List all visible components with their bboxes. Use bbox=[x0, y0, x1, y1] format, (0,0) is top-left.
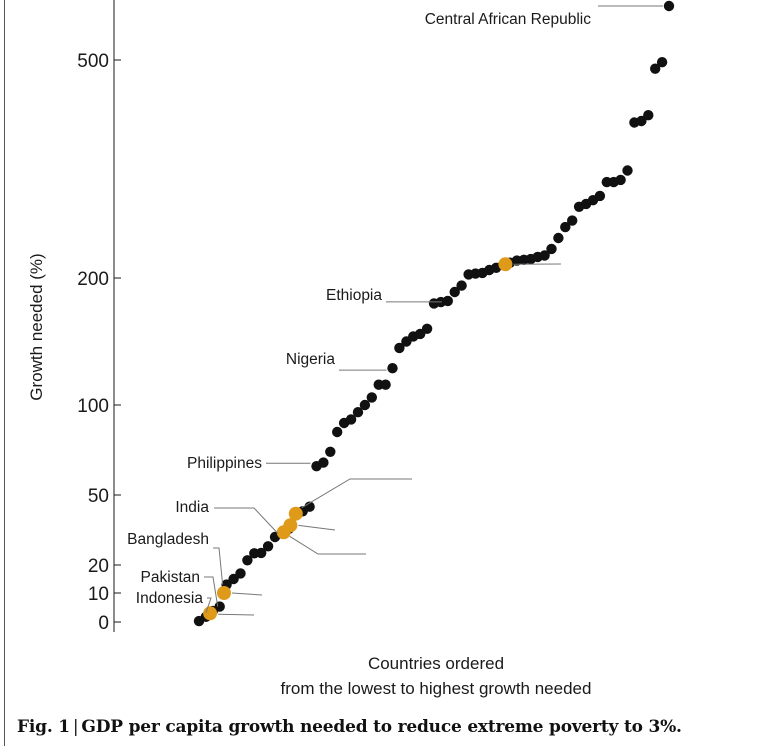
annotation-leader bbox=[204, 576, 219, 607]
annotation-label: India bbox=[175, 499, 209, 516]
region-point bbox=[217, 586, 231, 600]
figure-caption: Fig. 1 | GDP per capita growth needed to r… bbox=[17, 717, 682, 737]
country-point bbox=[622, 165, 633, 176]
country-point bbox=[650, 63, 661, 74]
country-point bbox=[449, 286, 460, 298]
country-point bbox=[421, 323, 433, 334]
country-point bbox=[345, 414, 357, 425]
country-point bbox=[387, 363, 398, 374]
annotation-label: Pakistan bbox=[141, 569, 200, 586]
country-point bbox=[442, 295, 453, 307]
annotation-labels: Central African Republic Ethiopia Nigeria P… bbox=[127, 11, 591, 607]
country-point bbox=[235, 568, 246, 579]
y-tick-label: 500 bbox=[77, 51, 109, 72]
country-point bbox=[539, 250, 550, 261]
region-point bbox=[498, 257, 513, 272]
country-point bbox=[656, 57, 668, 68]
country-point bbox=[643, 110, 654, 121]
country-point bbox=[663, 0, 675, 12]
caption-separator: | bbox=[72, 717, 79, 737]
region-point bbox=[203, 606, 218, 621]
country-point bbox=[366, 392, 377, 403]
annotation-lines bbox=[204, 5, 663, 616]
y-tick-label: 10 bbox=[88, 584, 109, 605]
country-point bbox=[553, 232, 564, 244]
annotation-leader bbox=[298, 524, 336, 531]
annotation-label: Philippines bbox=[187, 455, 262, 472]
country-point bbox=[546, 243, 557, 255]
country-point bbox=[242, 555, 253, 566]
y-tick-label: 50 bbox=[88, 486, 109, 507]
country-point bbox=[262, 541, 274, 552]
country-point bbox=[560, 221, 571, 233]
country-point bbox=[380, 379, 391, 390]
country-point bbox=[456, 280, 467, 291]
country-point bbox=[332, 426, 343, 438]
annotation-leader bbox=[205, 597, 212, 613]
country-point bbox=[359, 399, 371, 411]
figure-number: Fig. 1 bbox=[17, 717, 70, 737]
y-tick-label: 20 bbox=[88, 556, 109, 577]
country-point bbox=[636, 115, 647, 127]
country-point bbox=[394, 342, 405, 354]
y-tick-label: 200 bbox=[77, 269, 109, 290]
y-tick-label: 100 bbox=[77, 396, 109, 417]
country-point bbox=[228, 573, 239, 585]
country-point bbox=[594, 190, 606, 202]
country-point bbox=[318, 457, 329, 468]
left-rule bbox=[4, 0, 5, 746]
annotation-label: Ethiopia bbox=[326, 287, 382, 304]
caption-text: GDP per capita growth needed to reduce e… bbox=[81, 717, 682, 737]
x-axis-label-line-1: Countries ordered bbox=[368, 654, 504, 673]
annotation-leader bbox=[213, 547, 224, 585]
y-axis: 0 10 20 50 100 200 500 bbox=[77, 0, 121, 634]
y-tick-label: 0 bbox=[98, 613, 109, 634]
annotation-leader bbox=[231, 592, 263, 596]
y-axis-label: Growth needed (%) bbox=[27, 253, 46, 400]
data-points bbox=[193, 0, 675, 627]
annotation-leader bbox=[214, 507, 279, 534]
annotation-leader bbox=[218, 613, 255, 616]
annotation-leader bbox=[289, 535, 366, 555]
region-point bbox=[283, 518, 298, 533]
country-point bbox=[615, 174, 626, 186]
x-axis-label-line-2: from the lowest to highest growth needed bbox=[281, 679, 592, 698]
annotation-label: Nigeria bbox=[286, 351, 335, 368]
country-point bbox=[567, 215, 578, 226]
annotation-label: Bangladesh bbox=[127, 531, 209, 548]
annotation-leader bbox=[301, 478, 412, 509]
country-point bbox=[325, 446, 336, 457]
region-point bbox=[288, 506, 303, 521]
country-point bbox=[352, 407, 364, 418]
annotation-label: Indonesia bbox=[136, 590, 204, 607]
country-point bbox=[256, 547, 267, 559]
annotation-label: Central African Republic bbox=[425, 11, 592, 28]
